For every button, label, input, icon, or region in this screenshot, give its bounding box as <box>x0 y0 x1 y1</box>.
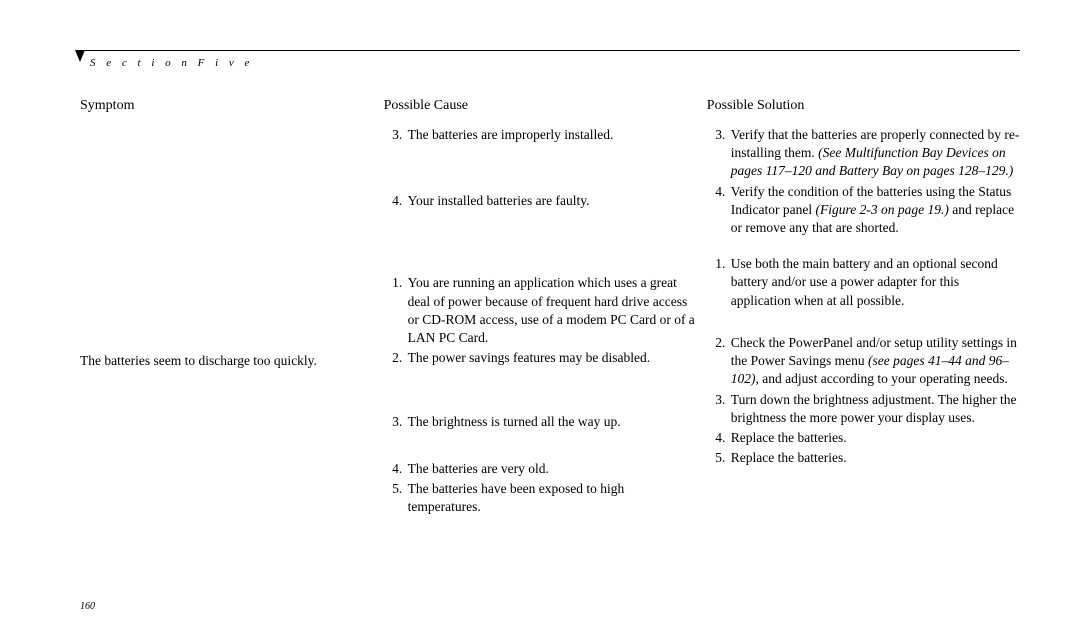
solution-item: Turn down the brightness adjustment. The… <box>729 391 1020 427</box>
cause-item: You are running an application which use… <box>406 274 697 347</box>
symptom-column: Symptom The batteries seem to discharge … <box>80 97 384 524</box>
solution-item: Verify that the batteries are properly c… <box>729 126 1020 181</box>
cause-item: The power savings features may be disabl… <box>406 349 697 367</box>
cause-item: The batteries have been exposed to high … <box>406 480 697 516</box>
page-number: 160 <box>80 601 95 612</box>
solution-text: , and adjust according to your operating… <box>756 371 1008 386</box>
symptom-text: The batteries seem to discharge too quic… <box>80 352 374 370</box>
cause-list-row2c: The batteries are very old. The batterie… <box>384 460 697 517</box>
cause-item: The batteries are improperly installed. <box>406 126 697 144</box>
solution-list-row2: Use both the main battery and an optiona… <box>707 255 1020 310</box>
symptom-heading: Symptom <box>80 97 374 116</box>
solution-item: Replace the batteries. <box>729 449 1020 467</box>
cause-list-row2b: The brightness is turned all the way up. <box>384 413 697 431</box>
cause-list-row2: You are running an application which use… <box>384 274 697 367</box>
solution-item: Check the PowerPanel and/or setup utilit… <box>729 334 1020 389</box>
solution-item: Use both the main battery and an optiona… <box>729 255 1020 310</box>
solution-item: Verify the condition of the batteries us… <box>729 183 1020 238</box>
cause-heading: Possible Cause <box>384 97 697 116</box>
cause-list-row1b: Your installed batteries are faulty. <box>384 192 697 210</box>
manual-page: S e c t i o n F i v e Symptom The batter… <box>0 0 1080 630</box>
solution-list-row2b: Check the PowerPanel and/or setup utilit… <box>707 334 1020 468</box>
section-label: S e c t i o n F i v e <box>90 57 1020 69</box>
header-marker-icon <box>75 50 85 62</box>
cause-item: The brightness is turned all the way up. <box>406 413 697 431</box>
solution-list-row1: Verify that the batteries are properly c… <box>707 126 1020 237</box>
cause-column: Possible Cause The batteries are imprope… <box>384 97 707 524</box>
cause-item: The batteries are very old. <box>406 460 697 478</box>
cause-list-row1: The batteries are improperly installed. <box>384 126 697 144</box>
solution-column: Possible Solution Verify that the batter… <box>707 97 1020 524</box>
solution-ref: (Figure 2-3 on page 19.) <box>816 202 949 217</box>
solution-item: Replace the batteries. <box>729 429 1020 447</box>
header-rule <box>80 50 1020 51</box>
cause-item: Your installed batteries are faulty. <box>406 192 697 210</box>
troubleshooting-columns: Symptom The batteries seem to discharge … <box>80 97 1020 524</box>
solution-heading: Possible Solution <box>707 97 1020 116</box>
